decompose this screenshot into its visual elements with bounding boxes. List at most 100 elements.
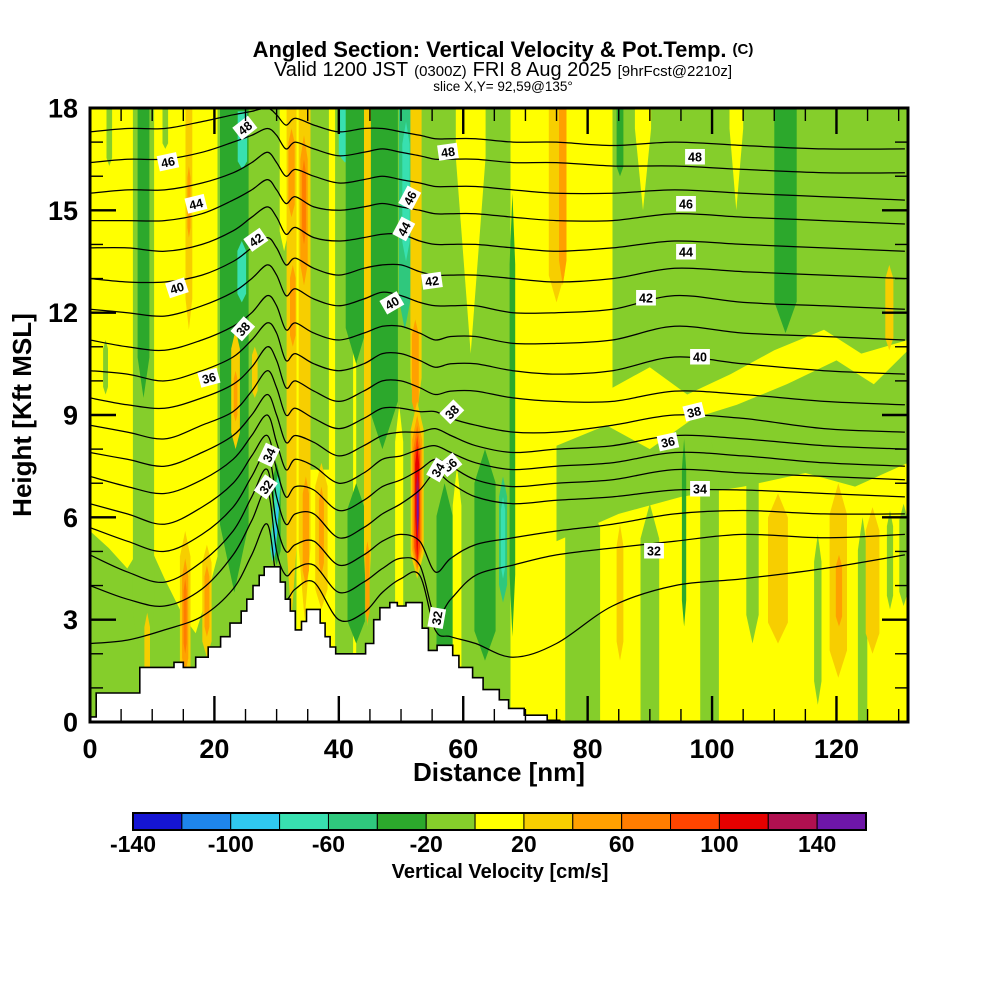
isotherm-label-box <box>676 244 696 260</box>
isotherm-label-box <box>421 271 443 290</box>
colorbar-segment <box>621 812 672 831</box>
isotherm-label: 40 <box>165 277 189 299</box>
colorbar-segment <box>816 812 867 831</box>
isotherm-label-text: 42 <box>639 292 653 306</box>
velocity-streak <box>237 241 247 303</box>
velocity-streak <box>286 108 297 620</box>
isotherm-label-text: 48 <box>688 151 702 165</box>
colorbar-segment <box>181 812 232 831</box>
isotherm-label-text: 48 <box>236 119 256 139</box>
velocity-streak <box>365 541 370 624</box>
isotherm-label: 38 <box>682 401 706 422</box>
isotherm-label-text: 44 <box>679 246 693 260</box>
isotherm-label: 48 <box>232 115 258 141</box>
velocity-streak <box>290 264 296 347</box>
isotherm-label-text: 42 <box>247 231 266 250</box>
colorbar-tick-label: 100 <box>700 831 738 857</box>
isotherm-label-box <box>437 142 459 161</box>
y-tick-label: 15 <box>48 196 78 226</box>
isotherm-label: 48 <box>437 142 459 161</box>
velocity-streak <box>559 108 567 286</box>
velocity-streak <box>204 565 210 637</box>
isotherm-label: 32 <box>253 474 278 500</box>
colorbar-tick-label: 140 <box>798 831 836 857</box>
terrain-silhouette <box>90 566 561 722</box>
velocity-streak <box>233 370 238 422</box>
isotherm-label-box <box>439 399 465 425</box>
contour-field <box>90 108 908 722</box>
velocity-streak <box>318 486 324 576</box>
velocity-streak <box>455 108 486 354</box>
isotherm-label-text: 46 <box>160 154 177 171</box>
isotherm-label-box <box>156 152 180 172</box>
isotherm-label-box <box>243 227 269 252</box>
colorbar-segment <box>132 812 183 831</box>
isotherm-label-box <box>257 442 280 468</box>
velocity-streak <box>509 193 516 637</box>
velocity-streak <box>746 438 759 644</box>
colorbar-segment <box>279 812 329 831</box>
y-tick-label: 12 <box>48 298 78 328</box>
isotherm-label-box <box>682 401 706 422</box>
velocity-streak <box>774 108 797 334</box>
velocity-streak <box>500 496 506 579</box>
isotherm-line <box>90 264 905 317</box>
velocity-region <box>309 108 329 470</box>
isotherm-label-text: 32 <box>257 478 276 497</box>
colorbar-tick-label: -20 <box>410 831 443 857</box>
velocity-streak <box>835 554 843 627</box>
colorbar-caption: Vertical Velocity [cm/s] <box>392 861 609 883</box>
colorbar-segment <box>230 812 281 831</box>
colorbar-segment <box>523 812 574 831</box>
isotherm-label-text: 48 <box>440 145 456 161</box>
isotherm-line <box>90 322 905 382</box>
isotherm-label: 36 <box>197 367 221 388</box>
isotherm-label-box <box>656 432 680 452</box>
velocity-streak <box>411 319 419 415</box>
isotherm-label-text: 40 <box>383 294 402 313</box>
isotherm-label-text: 32 <box>647 545 661 559</box>
velocity-streak <box>366 108 398 450</box>
colorbar-frame <box>132 812 867 831</box>
isotherm-label: 46 <box>156 152 180 172</box>
velocity-streak <box>616 524 624 661</box>
isotherm-label-box <box>676 196 696 212</box>
isotherm-label: 46 <box>398 185 422 211</box>
isotherm-line <box>90 206 905 252</box>
isotherm-label: 36 <box>656 432 680 452</box>
colorbar-segment <box>327 812 378 831</box>
isotherm-label-text: 32 <box>429 610 445 626</box>
isotherm-label-box <box>398 185 422 211</box>
x-tick-label: 100 <box>690 734 735 764</box>
isotherm-label-text: 34 <box>429 461 448 480</box>
isotherm-label-box <box>392 216 416 242</box>
colorbar-segment <box>767 812 818 831</box>
velocity-streak <box>452 466 462 712</box>
isotherm-label: 34 <box>426 457 450 483</box>
isotherm-label-text: 34 <box>693 483 707 497</box>
isotherm-label-box <box>232 115 258 141</box>
colorbar-segment <box>474 812 525 831</box>
velocity-streak <box>273 490 280 562</box>
isotherm-label-box <box>690 349 710 365</box>
x-tick-label: 0 <box>82 734 97 764</box>
isotherm-label: 44 <box>392 216 416 242</box>
chart-title: Angled Section: Vertical Velocity & Pot.… <box>253 37 754 62</box>
colorbar-segment <box>670 812 720 831</box>
velocity-streak <box>886 510 894 610</box>
isotherm-label-text: 44 <box>395 220 414 239</box>
isotherm-label-text: 34 <box>260 446 279 465</box>
velocity-streak <box>183 578 187 654</box>
velocity-streak <box>565 490 601 722</box>
isotherm-label: 32 <box>427 606 447 630</box>
isotherm-label-text: 46 <box>401 189 420 208</box>
isotherm-label: 44 <box>676 244 696 260</box>
isotherm-label: 42 <box>636 290 656 306</box>
x-tick-label: 80 <box>573 734 603 764</box>
velocity-streak <box>729 108 744 211</box>
velocity-streak <box>302 476 309 586</box>
velocity-streak <box>616 108 624 177</box>
colorbar-segment <box>425 812 476 831</box>
isotherm-line <box>90 523 906 658</box>
